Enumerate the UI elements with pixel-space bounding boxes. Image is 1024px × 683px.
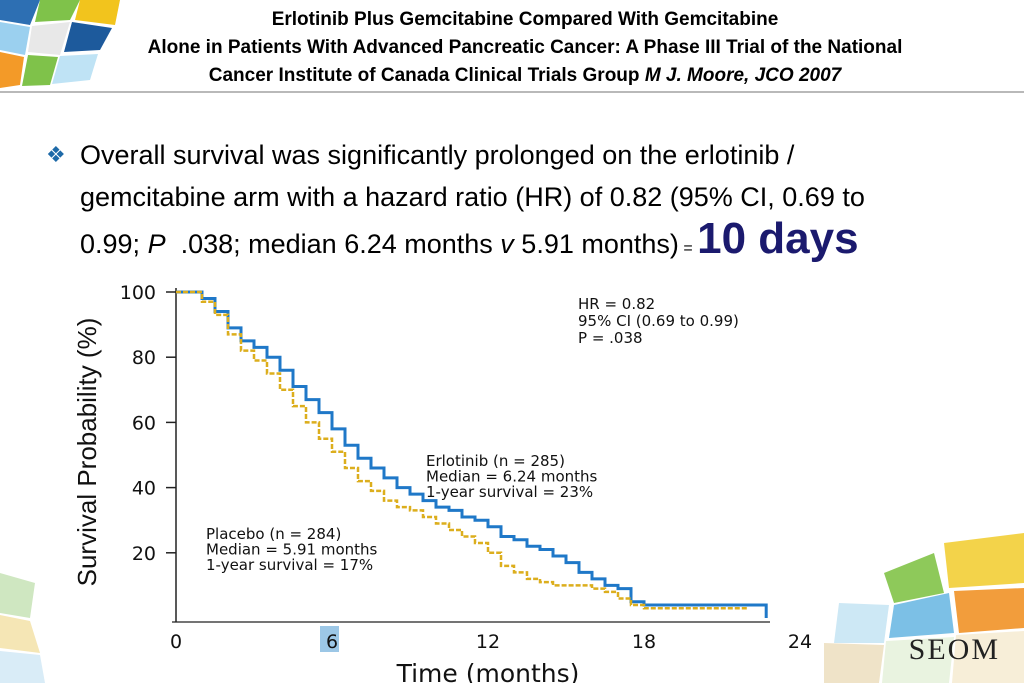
mosaic-decoration-top-left	[0, 0, 120, 88]
bullet-line-1: Overall survival was significantly prolo…	[80, 140, 795, 170]
y-tick-label: 80	[132, 347, 156, 369]
x-tick-label: 6	[326, 631, 338, 653]
citation: M J. Moore, JCO 2007	[644, 65, 842, 86]
y-tick-label: 20	[132, 543, 156, 565]
stats-annotation-line: 95% CI (0.69 to 0.99)	[578, 312, 739, 330]
x-tick-label: 18	[632, 631, 656, 653]
seom-logo: SEOM	[908, 633, 1000, 666]
bullet-line-3: 0.99; P .038; median 6.24 months v 5.91 …	[80, 217, 1000, 270]
series-annotation-placebo: Median = 5.91 months	[206, 541, 378, 559]
bullet-line-2: gemcitabine arm with a hazard ratio (HR)…	[80, 182, 865, 212]
series-annotation-erlotinib: 1-year survival = 23%	[426, 483, 593, 501]
bullet-text: Overall survival was significantly prolo…	[80, 134, 1000, 270]
title-line-3: Cancer Institute of Canada Clinical Tria…	[60, 62, 990, 90]
highlight-days: 10 days	[697, 214, 859, 263]
y-tick-label: 100	[120, 282, 156, 304]
series-annotation-erlotinib: Median = 6.24 months	[426, 468, 598, 486]
bullet-line-3-a: 0.99;	[80, 229, 148, 259]
series-annotation-placebo: Placebo (n = 284)	[206, 525, 341, 543]
series-annotation-erlotinib: Erlotinib (n = 285)	[426, 452, 565, 470]
survival-chart: 100 80 60 40 20 0 6 12 18 24 Survival Probability …	[72, 282, 812, 683]
bullet-line-3-b: .038; median 6.24 months	[165, 229, 501, 259]
stats-annotation-line: P = .038	[578, 329, 643, 347]
series-line-erlotinib	[176, 290, 768, 618]
x-tick-label: 0	[170, 631, 182, 653]
slide-title: Erlotinib Plus Gemcitabine Compared With…	[60, 6, 990, 90]
title-divider	[0, 91, 1024, 93]
x-tick-label: 24	[788, 631, 812, 653]
series-line-placebo	[176, 290, 748, 610]
stats-annotation-line: HR = 0.82	[578, 295, 655, 313]
equals-sign: =	[678, 240, 698, 257]
x-tick-highlight	[320, 626, 339, 652]
x-axis-label: Time (months)	[396, 659, 580, 683]
title-line-3-text: Cancer Institute of Canada Clinical Tria…	[208, 65, 640, 86]
mosaic-decoration-bottom-right	[824, 533, 1024, 683]
y-tick-label: 40	[132, 478, 156, 500]
title-line-1: Erlotinib Plus Gemcitabine Compared With…	[271, 9, 779, 30]
mosaic-decoration-bottom-left	[0, 573, 45, 683]
title-line-2: Alone in Patients With Advanced Pancreat…	[147, 37, 903, 58]
y-axis-label: Survival Probability (%)	[72, 318, 102, 587]
x-tick-label: 12	[476, 631, 500, 653]
bullet-line-3-c: 5.91 months)	[513, 229, 679, 259]
diamond-bullet-icon: ❖	[46, 142, 66, 167]
p-symbol: P	[147, 229, 166, 259]
series-annotation-placebo: 1-year survival = 17%	[206, 556, 373, 574]
v-symbol: v	[500, 229, 514, 259]
y-tick-label: 60	[132, 412, 156, 434]
